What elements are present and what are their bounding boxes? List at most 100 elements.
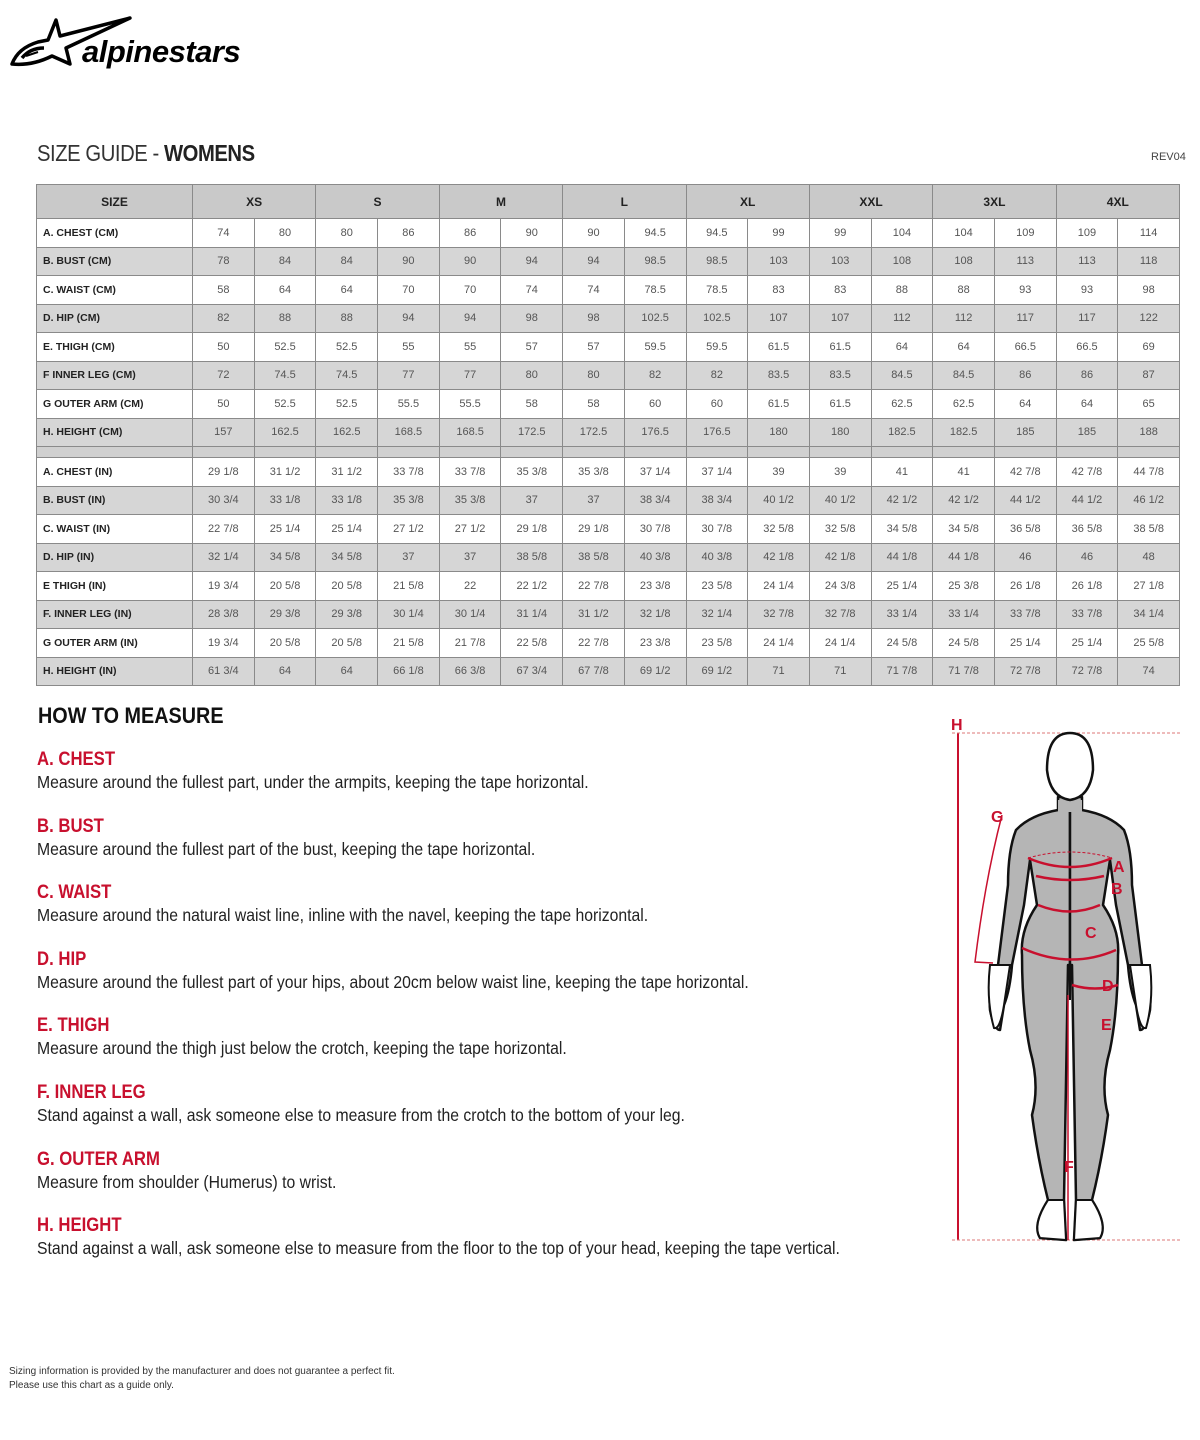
measurement-value: 82 bbox=[685, 360, 749, 390]
measurement-value: 87 bbox=[1117, 360, 1180, 390]
separator-cell bbox=[685, 446, 749, 458]
measurement-value: 24 5/8 bbox=[932, 628, 995, 658]
measurement-value: 22 5/8 bbox=[500, 628, 564, 658]
measurement-value: 48 bbox=[1117, 542, 1180, 572]
size-column-header: S bbox=[315, 184, 440, 219]
title-gender: WOMENS bbox=[163, 140, 255, 166]
measurement-value: 107 bbox=[808, 303, 872, 333]
measurement-value: 37 1/4 bbox=[623, 457, 687, 487]
measurement-label: D. HIP (CM) bbox=[36, 303, 193, 333]
measure-item-text: Stand against a wall, ask someone else t… bbox=[37, 1238, 840, 1259]
measurement-label: A. CHEST (CM) bbox=[36, 218, 193, 248]
measurement-value: 74 bbox=[500, 275, 564, 305]
measurement-value: 80 bbox=[315, 218, 379, 248]
measurement-value: 22 bbox=[438, 571, 502, 601]
measurement-value: 78 bbox=[192, 246, 255, 276]
measurement-value: 41 bbox=[870, 457, 934, 487]
measurement-value: 46 bbox=[993, 542, 1057, 572]
measurement-value: 98 bbox=[500, 303, 564, 333]
measurement-value: 27 1/2 bbox=[438, 514, 502, 544]
measurement-value: 109 bbox=[1055, 218, 1119, 248]
label-e: E bbox=[1101, 1017, 1112, 1034]
measurement-value: 36 5/8 bbox=[1055, 514, 1119, 544]
measurement-value: 72 7/8 bbox=[1055, 656, 1119, 686]
measurement-value: 38 5/8 bbox=[500, 542, 564, 572]
table-separator bbox=[36, 446, 1180, 458]
measurement-value: 31 1/4 bbox=[500, 599, 564, 629]
measurement-value: 69 bbox=[1117, 332, 1180, 362]
measurement-value: 46 bbox=[1055, 542, 1119, 572]
measurement-value: 90 bbox=[500, 218, 564, 248]
measurement-value: 71 7/8 bbox=[932, 656, 995, 686]
measurement-value: 90 bbox=[562, 218, 625, 248]
measurement-value: 70 bbox=[377, 275, 440, 305]
measurement-value: 22 7/8 bbox=[192, 514, 255, 544]
separator-cell bbox=[932, 446, 995, 458]
measurement-value: 104 bbox=[932, 218, 995, 248]
table-row: H. HEIGHT (CM) 157 162.5 162.5 168.5 168.5 172… bbox=[36, 417, 1180, 447]
measure-item-text: Measure around the natural waist line, i… bbox=[37, 905, 649, 926]
measurement-value: 86 bbox=[377, 218, 440, 248]
measurement-value: 82 bbox=[192, 303, 255, 333]
measurement-value: 32 7/8 bbox=[747, 599, 810, 629]
measurement-value: 19 3/4 bbox=[192, 571, 255, 601]
measurement-value: 34 5/8 bbox=[932, 514, 995, 544]
measurement-value: 32 7/8 bbox=[808, 599, 872, 629]
label-c: C bbox=[1085, 925, 1097, 942]
measurement-value: 104 bbox=[870, 218, 934, 248]
measurement-value: 46 1/2 bbox=[1117, 485, 1180, 515]
measurement-value: 74.5 bbox=[315, 360, 379, 390]
measurement-value: 35 3/8 bbox=[438, 485, 502, 515]
measurement-value: 40 3/8 bbox=[623, 542, 687, 572]
measurement-value: 74 bbox=[192, 218, 255, 248]
measurement-value: 32 5/8 bbox=[747, 514, 810, 544]
measurement-value: 78.5 bbox=[623, 275, 687, 305]
measurement-value: 31 1/2 bbox=[253, 457, 317, 487]
measurement-value: 35 3/8 bbox=[377, 485, 440, 515]
measurement-value: 34 5/8 bbox=[315, 542, 379, 572]
measurement-value: 64 bbox=[315, 275, 379, 305]
measurement-value: 74 bbox=[562, 275, 625, 305]
measurement-value: 44 1/8 bbox=[932, 542, 995, 572]
separator-cell bbox=[36, 446, 193, 458]
measurement-value: 60 bbox=[623, 389, 687, 419]
measurement-value: 74 bbox=[1117, 656, 1180, 686]
measure-item-text: Measure around the fullest part of the b… bbox=[37, 838, 536, 859]
measurement-value: 19 3/4 bbox=[192, 628, 255, 658]
measure-item-title: A. CHEST bbox=[37, 749, 116, 770]
measure-item: E. THIGH Measure around the thigh just be… bbox=[37, 1015, 626, 1059]
measurement-label: H. HEIGHT (IN) bbox=[36, 656, 193, 686]
measurement-value: 42 7/8 bbox=[993, 457, 1057, 487]
measurement-value: 44 1/8 bbox=[870, 542, 934, 572]
measurement-value: 118 bbox=[1117, 246, 1180, 276]
measurement-value: 29 1/8 bbox=[500, 514, 564, 544]
measurement-value: 44 7/8 bbox=[1117, 457, 1180, 487]
measurement-value: 61.5 bbox=[747, 389, 810, 419]
measurement-value: 25 1/4 bbox=[315, 514, 379, 544]
figure-labels: A B C D E F G H bbox=[951, 717, 1125, 1176]
measurement-value: 32 1/8 bbox=[623, 599, 687, 629]
measurement-value: 108 bbox=[870, 246, 934, 276]
measurement-value: 57 bbox=[500, 332, 564, 362]
separator-cell bbox=[808, 446, 872, 458]
measurement-value: 33 7/8 bbox=[438, 457, 502, 487]
measurement-value: 30 7/8 bbox=[685, 514, 749, 544]
measurement-value: 172.5 bbox=[562, 417, 625, 447]
measurement-value: 38 5/8 bbox=[1117, 514, 1180, 544]
measurement-value: 58 bbox=[500, 389, 564, 419]
measurement-value: 25 1/4 bbox=[993, 628, 1057, 658]
measurement-value: 23 5/8 bbox=[685, 571, 749, 601]
size-header: SIZE bbox=[36, 184, 193, 219]
size-header-row: SIZE XS S M L XL XXL 3XL 4XL bbox=[36, 184, 1181, 219]
measure-item-title: G. OUTER ARM bbox=[37, 1148, 160, 1170]
measure-item: C. WAIST Measure around the natural waist… bbox=[37, 882, 716, 926]
measurement-value: 71 bbox=[808, 656, 872, 686]
measurement-value: 20 5/8 bbox=[253, 571, 317, 601]
measurement-label: B. BUST (IN) bbox=[36, 485, 193, 515]
measurement-value: 35 3/8 bbox=[562, 457, 625, 487]
measurement-value: 188 bbox=[1117, 417, 1180, 447]
measure-item-title: B. BUST bbox=[37, 815, 104, 837]
page-title: SIZE GUIDE - WOMENS bbox=[37, 140, 255, 167]
how-to-measure-title: HOW TO MEASURE bbox=[38, 703, 224, 728]
measurement-value: 61 3/4 bbox=[192, 656, 255, 686]
